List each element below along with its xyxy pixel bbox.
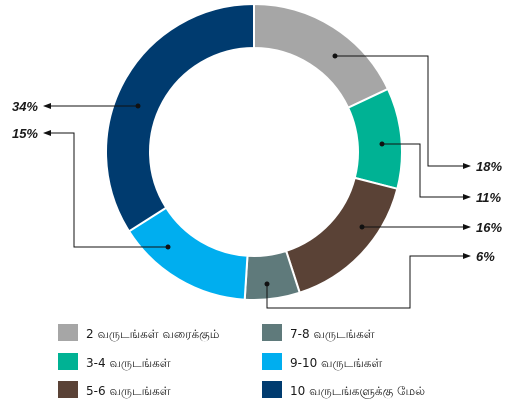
leader-dot bbox=[359, 224, 365, 230]
legend-label: 10 வருடங்களுக்கு மேல் bbox=[290, 384, 425, 399]
legend-swatch bbox=[262, 324, 282, 341]
legend-swatch bbox=[58, 324, 78, 341]
percent-label: 11% bbox=[476, 190, 501, 205]
legend-item: 5-6 வருடங்கள் bbox=[58, 381, 171, 399]
donut-slice bbox=[105, 2, 255, 233]
leader-dot bbox=[379, 141, 385, 147]
legend-swatch bbox=[262, 353, 282, 370]
legend-label: 9-10 வருடங்கள் bbox=[290, 356, 382, 371]
leader-line bbox=[382, 143, 471, 200]
percent-label: 34% bbox=[12, 99, 38, 114]
leader-dot bbox=[264, 281, 270, 287]
legend-swatch bbox=[262, 381, 282, 398]
legend-label: 3-4 வருடங்கள் bbox=[86, 356, 171, 371]
donut-slice bbox=[346, 87, 403, 191]
percent-label: 15% bbox=[12, 126, 38, 141]
legend-label: 7-8 வருடங்கள் bbox=[290, 327, 375, 342]
percent-label: 16% bbox=[476, 220, 502, 235]
leader-line bbox=[335, 55, 471, 169]
leader-dot bbox=[135, 103, 141, 109]
legend-swatch bbox=[58, 353, 78, 370]
leader-dot bbox=[332, 53, 338, 59]
leader-lines bbox=[43, 53, 471, 309]
legend-swatch bbox=[58, 381, 78, 398]
donut-slice bbox=[284, 176, 399, 295]
leader-dot bbox=[165, 244, 171, 250]
percent-label: 6% bbox=[476, 249, 495, 264]
legend-item: 10 வருடங்களுக்கு மேல் bbox=[262, 381, 425, 399]
legend-label: 2 வருடங்கள் வரைக்கும் bbox=[86, 327, 219, 342]
leader-line bbox=[43, 130, 168, 248]
legend-item: 3-4 வருடங்கள் bbox=[58, 353, 171, 371]
donut-slice bbox=[127, 206, 249, 301]
legend: 2 வருடங்கள் வரைக்கும் 3-4 வருடங்கள் 5-6 வர… bbox=[58, 324, 425, 399]
legend-label: 5-6 வருடங்கள் bbox=[86, 384, 171, 399]
legend-item: 9-10 வருடங்கள் bbox=[262, 353, 382, 371]
donut-slices bbox=[105, 2, 403, 301]
percent-label: 18% bbox=[476, 159, 502, 174]
legend-item: 2 வருடங்கள் வரைக்கும் bbox=[58, 324, 219, 342]
percent-labels: 18% 11% 16% 6% 15% 34% bbox=[12, 99, 502, 264]
legend-item: 7-8 வருடங்கள் bbox=[262, 324, 375, 342]
leader-line bbox=[266, 253, 471, 309]
